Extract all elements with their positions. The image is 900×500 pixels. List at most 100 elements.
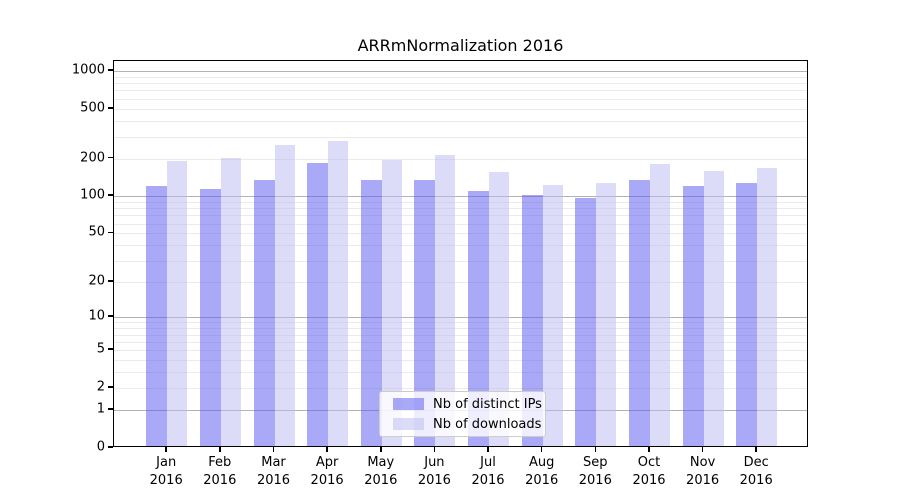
minor-gridline [114,223,807,225]
major-gridline [114,317,807,319]
x-tick-mark [433,447,436,452]
y-tick-label: 500 [80,100,105,116]
x-tick-mark [165,447,167,452]
x-tick-month: Jul [480,455,496,470]
minor-gridline [114,90,807,92]
y-tick-label: 5 [96,341,105,357]
x-tick-label: Jul 2016 [471,454,504,489]
minor-gridline [114,322,807,324]
legend-label-distinct-ips: Nb of distinct IPs [433,396,542,412]
x-tick-year: 2016 [364,472,398,488]
bar-downloads [650,164,670,447]
x-tick-mark [648,447,650,452]
minor-gridline [114,233,807,235]
minor-gridline [114,108,807,110]
y-tick-label: 50 [88,224,105,240]
x-tick-year: 2016 [149,472,183,488]
bar-distinct-ips [307,163,329,447]
x-tick-month: Mar [261,455,286,470]
x-tick-month: Jun [424,455,445,470]
x-tick-label: Oct 2016 [632,454,665,489]
x-tick-mark [540,447,543,452]
x-tick-year: 2016 [686,472,720,488]
y-tick-mark [108,194,113,196]
y-tick-label: 200 [80,150,105,166]
x-tick-month: Apr [315,455,339,470]
x-tick-year: 2016 [310,472,344,488]
minor-gridline [114,281,807,283]
minor-gridline [114,260,807,262]
bar-downloads [489,172,509,447]
bar-downloads [381,160,402,447]
legend-item-downloads: Nb of downloads [393,417,541,432]
bar-distinct-ips [468,190,489,447]
bar-distinct-ips [575,198,597,447]
x-tick-mark [594,447,597,452]
y-tick-label: 2 [96,379,105,395]
bar-distinct-ips [521,195,543,447]
bar-downloads [596,183,617,447]
x-tick-year: 2016 [525,472,559,488]
y-tick-label: 1000 [71,62,105,78]
y-tick-label: 1 [96,401,105,417]
y-tick-mark [108,280,113,282]
x-tick-mark [487,447,489,452]
y-tick-mark [108,156,113,159]
x-tick-month: Feb [208,455,232,470]
minor-gridline [114,372,807,374]
x-tick-month: Aug [528,455,555,470]
x-tick-month: Jan [156,455,177,470]
legend-swatch-downloads [393,418,424,430]
minor-gridline [114,328,807,330]
bar-downloads [435,154,456,447]
bar-distinct-ips [253,179,275,447]
x-tick-mark [701,447,704,452]
major-gridline [114,71,807,72]
minor-gridline [114,98,807,100]
legend-item-distinct-ips: Nb of distinct IPs [393,397,542,412]
y-tick-mark [108,348,113,350]
x-tick-month: Sep [583,455,608,470]
x-tick-month: Oct [637,455,661,470]
minor-gridline [114,83,807,85]
y-tick-mark [108,315,113,317]
minor-gridline [114,334,807,336]
x-tick-label: May 2016 [364,454,397,489]
y-tick-mark [108,69,113,71]
bar-distinct-ips [146,186,168,447]
bar-downloads [167,161,188,447]
minor-gridline [114,158,807,160]
bar-distinct-ips [199,189,221,447]
x-tick-mark [755,447,757,452]
x-tick-month: Dec [743,455,769,470]
y-tick-mark [108,446,113,448]
y-tick-label: 20 [88,273,105,289]
x-tick-year: 2016 [739,472,773,488]
minor-gridline [114,215,807,217]
bar-distinct-ips [360,179,382,447]
chart-title: ARRmNormalization 2016 [357,36,564,55]
minor-gridline [114,120,807,122]
minor-gridline [114,341,807,343]
y-tick-label: 0 [96,439,105,455]
minor-gridline [114,201,807,203]
x-tick-label: Sep 2016 [579,454,612,489]
x-tick-mark [219,447,221,452]
bar-distinct-ips [414,179,436,447]
x-tick-label: Feb 2016 [203,454,236,489]
minor-gridline [114,350,807,352]
bar-distinct-ips [629,179,650,447]
x-tick-mark [380,447,382,452]
x-tick-mark [272,447,275,452]
x-tick-month: Nov [689,455,716,470]
x-tick-label: Mar 2016 [257,454,290,489]
legend: Nb of distinct IPs Nb of downloads [379,391,546,437]
bar-downloads [274,144,295,447]
x-tick-mark [326,447,328,452]
bar-downloads [757,168,778,447]
legend-swatch-distinct-ips [393,398,424,410]
bar-downloads [220,157,241,447]
x-tick-year: 2016 [632,472,666,488]
legend-label-downloads: Nb of downloads [433,416,542,432]
